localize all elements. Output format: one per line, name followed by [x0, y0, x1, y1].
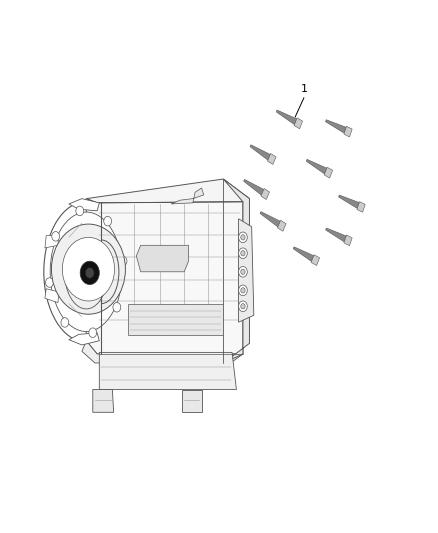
Polygon shape: [293, 247, 314, 261]
Circle shape: [119, 256, 127, 266]
Polygon shape: [93, 390, 114, 413]
Circle shape: [241, 288, 245, 293]
Circle shape: [80, 261, 99, 285]
Polygon shape: [268, 154, 276, 164]
Polygon shape: [127, 304, 223, 335]
Polygon shape: [324, 167, 332, 178]
Polygon shape: [276, 110, 297, 125]
Circle shape: [62, 237, 115, 301]
Ellipse shape: [44, 201, 129, 342]
Polygon shape: [171, 188, 204, 204]
Polygon shape: [260, 212, 280, 227]
Circle shape: [239, 266, 247, 277]
Polygon shape: [250, 145, 270, 160]
Circle shape: [104, 216, 112, 226]
Polygon shape: [357, 201, 365, 212]
Polygon shape: [182, 390, 201, 413]
Polygon shape: [223, 179, 250, 363]
Circle shape: [241, 269, 245, 274]
Circle shape: [76, 206, 84, 216]
Polygon shape: [278, 220, 286, 231]
Circle shape: [46, 278, 53, 287]
Circle shape: [239, 248, 247, 259]
Polygon shape: [67, 293, 88, 304]
Circle shape: [241, 235, 245, 240]
Circle shape: [241, 304, 245, 309]
Circle shape: [52, 231, 60, 241]
Circle shape: [51, 224, 125, 314]
Polygon shape: [86, 179, 250, 203]
Polygon shape: [69, 333, 99, 345]
Polygon shape: [67, 232, 88, 243]
Circle shape: [113, 303, 121, 312]
Polygon shape: [294, 118, 303, 129]
Text: 1: 1: [300, 84, 307, 94]
Circle shape: [85, 268, 94, 278]
Polygon shape: [45, 289, 59, 303]
Polygon shape: [325, 228, 346, 242]
Polygon shape: [339, 195, 359, 208]
Polygon shape: [136, 245, 188, 272]
Polygon shape: [86, 199, 243, 354]
Polygon shape: [82, 341, 243, 363]
Polygon shape: [261, 189, 269, 199]
Polygon shape: [306, 159, 327, 174]
Circle shape: [239, 232, 247, 243]
Polygon shape: [344, 126, 352, 137]
Circle shape: [239, 285, 247, 296]
Polygon shape: [69, 199, 99, 211]
Polygon shape: [325, 120, 346, 133]
Polygon shape: [311, 255, 320, 265]
Circle shape: [241, 251, 245, 256]
Circle shape: [239, 301, 247, 312]
Polygon shape: [344, 235, 352, 246]
Circle shape: [89, 328, 97, 337]
Circle shape: [61, 318, 69, 327]
Polygon shape: [239, 219, 254, 322]
Polygon shape: [99, 352, 237, 390]
Polygon shape: [244, 180, 264, 195]
Polygon shape: [45, 235, 59, 248]
Ellipse shape: [50, 212, 122, 332]
